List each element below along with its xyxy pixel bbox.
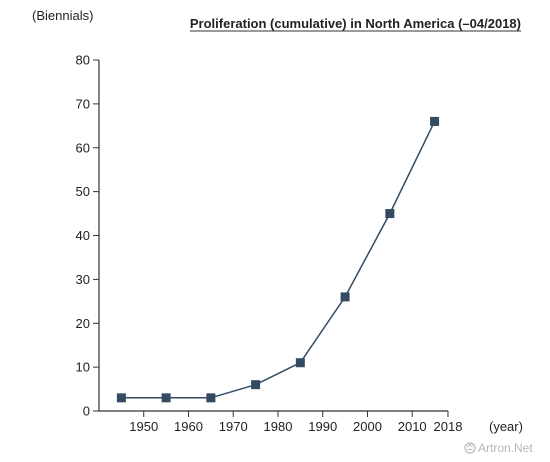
x-axis-label: (year) bbox=[489, 419, 523, 434]
data-point bbox=[116, 393, 126, 403]
y-tick-label: 70 bbox=[76, 96, 90, 111]
x-tick-label: 1980 bbox=[264, 419, 293, 434]
data-point bbox=[251, 380, 261, 390]
data-point bbox=[430, 116, 440, 126]
y-tick-label: 10 bbox=[76, 360, 90, 375]
y-tick-label: 20 bbox=[76, 316, 90, 331]
y-tick-label: 80 bbox=[76, 53, 90, 68]
y-tick-label: 40 bbox=[76, 228, 90, 243]
data-point bbox=[161, 393, 171, 403]
x-tick-label: 2010 bbox=[398, 419, 427, 434]
data-point bbox=[340, 292, 350, 302]
axes bbox=[98, 60, 448, 412]
watermark: Artron.Net bbox=[464, 441, 533, 455]
x-tick-label: 1990 bbox=[308, 419, 337, 434]
watermark-logo-icon bbox=[464, 442, 476, 454]
x-tick-label: 1960 bbox=[174, 419, 203, 434]
x-tick-label: 2018 bbox=[434, 419, 463, 434]
y-tick-label: 0 bbox=[83, 404, 90, 419]
y-axis-label: (Biennials) bbox=[32, 8, 93, 23]
data-point bbox=[206, 393, 216, 403]
data-point bbox=[295, 358, 305, 368]
y-ticks: 0 10 20 30 40 50 60 70 80 bbox=[76, 53, 99, 419]
y-tick-label: 60 bbox=[76, 140, 90, 155]
series-line bbox=[121, 121, 436, 399]
y-tick-label: 30 bbox=[76, 272, 90, 287]
chart-title: Proliferation (cumulative) in North Amer… bbox=[190, 16, 521, 31]
x-tick-label: 1970 bbox=[219, 419, 248, 434]
series-markers bbox=[116, 116, 440, 403]
y-tick-label: 50 bbox=[76, 184, 90, 199]
x-tick-label: 2000 bbox=[353, 419, 382, 434]
data-point bbox=[385, 209, 395, 219]
watermark-text: Artron.Net bbox=[478, 441, 533, 455]
x-ticks: 1950 1960 1970 1980 1990 2000 2010 2018 bbox=[129, 411, 462, 434]
x-tick-label: 1950 bbox=[129, 419, 158, 434]
